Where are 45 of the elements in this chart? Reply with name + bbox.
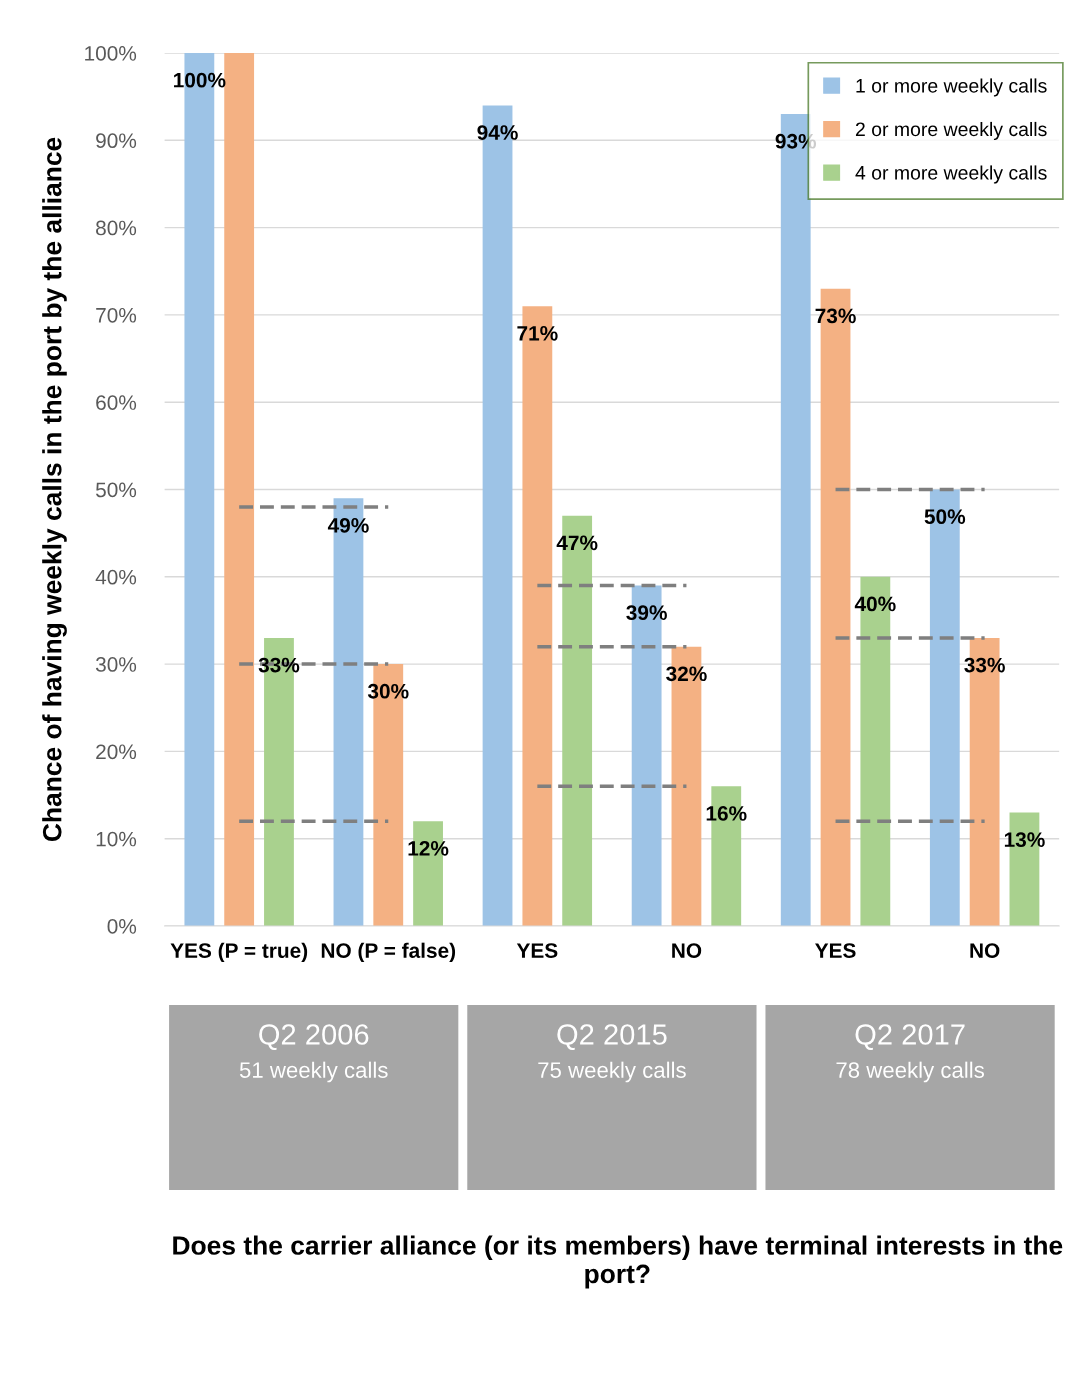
data-label: 49% [327, 517, 369, 533]
data-label: 94% [477, 125, 518, 140]
data-label: 13% [1004, 832, 1045, 848]
x-tick-label: YES (P = true) [170, 942, 308, 963]
data-label: 47% [556, 535, 598, 551]
bar [224, 53, 255, 926]
y-tick-label: 30% [95, 657, 137, 672]
legend-label: 1 or more weekly calls [856, 78, 1047, 97]
y-tick-label: 100% [85, 46, 137, 61]
y-tick-label: 80% [96, 220, 137, 236]
text: 78 weekly calls [836, 1061, 985, 1083]
y-tick-label: 50% [95, 482, 137, 498]
data-label: 73% [815, 308, 856, 324]
y-tick-label: 60% [96, 395, 137, 410]
text: Does the carrier alliance (or its members) have terminal interests in the port? [173, 1235, 1063, 1289]
text: 75 weekly calls [538, 1061, 686, 1083]
text: Q2 2017 [855, 1024, 965, 1051]
x-tick-label: YES [516, 943, 558, 958]
text: Q2 2015 [557, 1024, 667, 1051]
x-tick-label: NO [970, 943, 1000, 958]
y-tick-label: 70% [96, 307, 137, 323]
y-tick-label: 0% [107, 919, 137, 934]
data-label: 100% [174, 72, 226, 88]
legend-label: 2 or more weekly calls [855, 121, 1047, 141]
data-label: 30% [367, 683, 409, 699]
y-tick-label: 20% [96, 744, 137, 760]
data-label: 71% [517, 325, 558, 341]
y-axis-title: Chance of having weekly calls in the port by the alliance [42, 137, 67, 842]
x-tick-label: NO [672, 943, 702, 958]
x-tick-label: YES [815, 943, 856, 958]
y-tick-label: 90% [96, 133, 137, 149]
data-label: 12% [408, 841, 449, 856]
y-tick-label: 10% [96, 831, 137, 847]
legend-label: 4 or more weekly calls [855, 165, 1047, 184]
text: 51 weekly calls [239, 1061, 388, 1083]
text: Q2 2006 [259, 1024, 369, 1051]
x-tick-label: NO (P = false) [321, 942, 456, 963]
data-label: 16% [706, 806, 747, 821]
data-label: 39% [626, 605, 667, 621]
data-label: 32% [666, 666, 707, 682]
y-tick-label: 40% [95, 569, 137, 585]
data-label: 50% [924, 509, 966, 525]
data-label: 33% [258, 657, 300, 673]
data-label: 40% [854, 596, 896, 612]
data-label: 33% [964, 657, 1005, 673]
